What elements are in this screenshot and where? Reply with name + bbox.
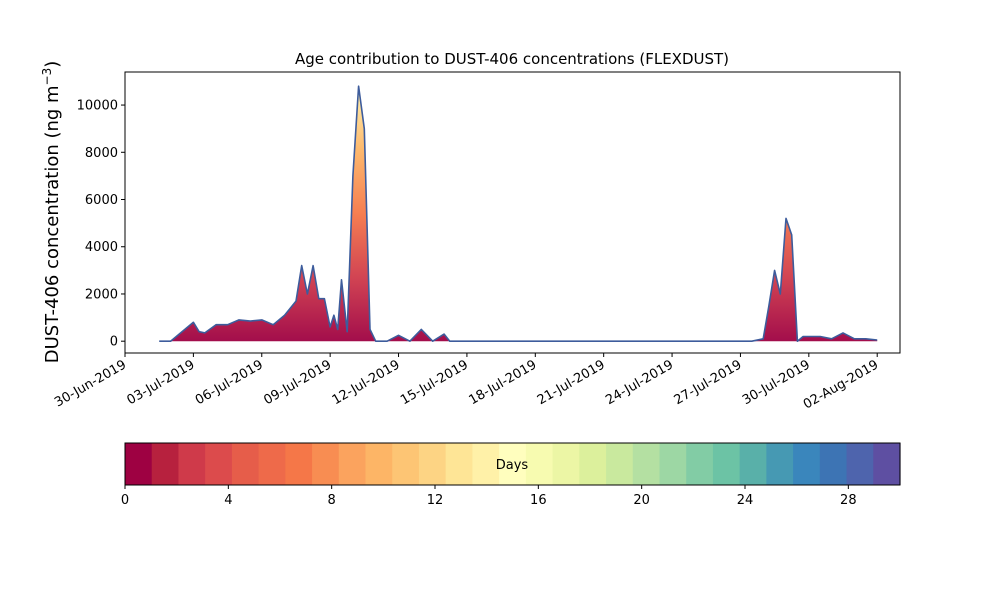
colorbar-cell (606, 443, 634, 485)
colorbar-tick-label: 24 (737, 493, 754, 508)
colorbar-cell (739, 443, 767, 485)
y-tick-label: 10000 (77, 99, 118, 114)
colorbar-cell (418, 443, 447, 485)
colorbar-ticks: 0 4 8 12 16 20 24 28 (121, 485, 857, 508)
plot-area: 0 2000 4000 6000 8000 10000 30-Jun-201903-Jul… (52, 71, 901, 413)
colorbar-cell (793, 443, 821, 485)
colorbar-cell (579, 443, 607, 485)
x-tick-label: 06-Jul-2019 (193, 357, 266, 408)
y-tick-label: 8000 (85, 146, 118, 161)
colorbar-cell (766, 443, 794, 485)
colorbar-cell (819, 443, 848, 485)
colorbar-cell (712, 443, 741, 485)
colorbar-tick-label: 8 (328, 493, 336, 508)
svg-text:DUST-406 concentration (ng m−3: DUST-406 concentration (ng m−3) (40, 61, 63, 364)
colorbar-tick-label: 0 (121, 493, 129, 508)
colorbar-cell (525, 443, 554, 485)
y-axis-label-sup: −3 (40, 68, 54, 86)
colorbar-cell (846, 443, 874, 485)
x-tick-label: 24-Jul-2019 (603, 357, 676, 408)
colorbar-cell (258, 443, 286, 485)
x-tick-label: 12-Jul-2019 (330, 357, 403, 408)
total-concentration-line (159, 85, 878, 343)
colorbar-tick-label: 16 (530, 493, 547, 508)
colorbar-cell (231, 443, 260, 485)
colorbar-tick-label: 12 (427, 493, 444, 508)
y-axis-ticks: 0 2000 4000 6000 8000 10000 (77, 99, 125, 350)
colorbar-cell (392, 443, 420, 485)
colorbar-cell (205, 443, 233, 485)
y-tick-label: 0 (110, 335, 118, 350)
series-layer (159, 85, 878, 343)
colorbar-cell (499, 443, 527, 485)
colorbar-cell (686, 443, 714, 485)
colorbar-cell (552, 443, 580, 485)
y-axis-label-close: ) (42, 61, 63, 68)
colorbar-tick-label: 4 (224, 493, 232, 508)
x-tick-label: 02-Aug-2019 (801, 357, 881, 412)
colorbar-cell (285, 443, 313, 485)
x-tick-label: 27-Jul-2019 (672, 357, 745, 408)
y-tick-label: 2000 (85, 287, 118, 302)
x-tick-label: 30-Jun-2019 (52, 357, 129, 410)
x-tick-label: 09-Jul-2019 (261, 357, 334, 408)
colorbar-cell (659, 443, 687, 485)
colorbar-tick-label: 28 (840, 493, 857, 508)
colorbar-cell (365, 443, 393, 485)
colorbar-cell (632, 443, 661, 485)
chart-title: Age contribution to DUST-406 concentrati… (295, 50, 729, 68)
y-tick-label: 4000 (85, 240, 118, 255)
colorbar-cell (338, 443, 367, 485)
y-axis-label-main: DUST-406 concentration (ng m (42, 85, 63, 363)
x-tick-label: 03-Jul-2019 (125, 357, 198, 408)
colorbar-cell (151, 443, 180, 485)
colorbar-cell (312, 443, 340, 485)
x-tick-label: 18-Jul-2019 (466, 357, 539, 408)
colorbar-cell (178, 443, 206, 485)
colorbar-label: Days (496, 458, 529, 473)
colorbar-cell (472, 443, 500, 485)
x-tick-label: 15-Jul-2019 (398, 357, 471, 408)
x-axis-ticks: 30-Jun-201903-Jul-201906-Jul-201909-Jul-… (52, 353, 881, 413)
x-tick-label: 21-Jul-2019 (535, 357, 608, 408)
colorbar-cells (125, 443, 901, 485)
plot-frame (124, 71, 901, 354)
colorbar-cell (125, 443, 153, 485)
colorbar: Days 0 4 8 12 16 20 24 28 (121, 442, 901, 508)
y-tick-label: 6000 (85, 193, 118, 208)
colorbar-cell (445, 443, 474, 485)
colorbar-cell (873, 443, 901, 485)
colorbar-frame (124, 442, 901, 486)
colorbar-tick-label: 20 (633, 493, 650, 508)
y-axis-label: DUST-406 concentration (ng m−3) (40, 61, 63, 364)
